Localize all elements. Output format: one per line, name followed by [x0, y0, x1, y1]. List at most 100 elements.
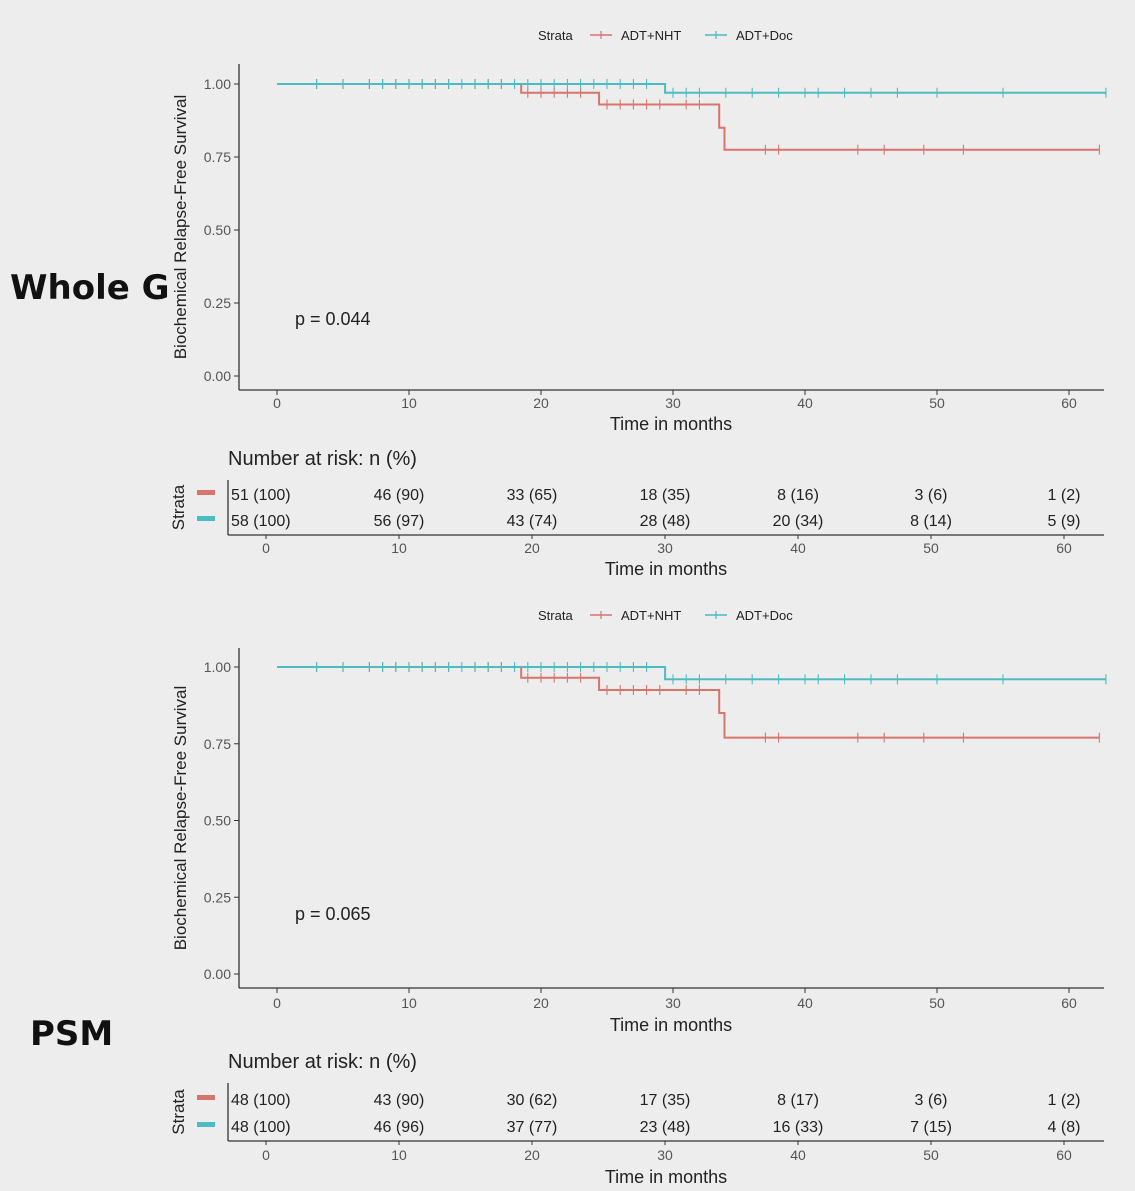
km-curve-adt-nht — [277, 666, 1100, 739]
risk-x-tick-label: 40 — [790, 540, 806, 556]
risk-cell: 1 (2) — [1048, 487, 1081, 504]
legend-item-label: ADT+Doc — [736, 28, 793, 43]
risk-cell: 4 (8) — [1048, 1119, 1081, 1136]
x-tick-label: 40 — [797, 395, 813, 411]
risk-x-tick-label: 20 — [524, 540, 540, 556]
risk-x-axis-label: Time in months — [605, 559, 727, 579]
km-panel-psm: Strata ADT+NHT ADT+Doc 0.00 0.25 0.50 0.75 1.00… — [169, 608, 1107, 1187]
x-tick-label: 30 — [665, 395, 681, 411]
risk-cell: 23 (48) — [640, 1119, 691, 1136]
x-axis-label: Time in months — [610, 1015, 732, 1035]
risk-cell: 46 (96) — [374, 1119, 425, 1136]
x-tick-label: 10 — [401, 995, 417, 1011]
risk-cell: 48 (100) — [231, 1092, 291, 1109]
y-tick-label: 0.75 — [204, 736, 231, 752]
x-tick-label: 0 — [273, 395, 281, 411]
risk-cell: 5 (9) — [1048, 513, 1081, 530]
risk-row-key — [197, 1122, 215, 1127]
risk-row-key — [197, 1095, 215, 1100]
risk-cell: 48 (100) — [231, 1119, 291, 1136]
km-panel-whole: Strata ADT+NHT ADT+Doc 0.00 0.25 0.50 0.75 1.00… — [169, 28, 1107, 579]
p-value: p = 0.065 — [295, 904, 371, 924]
risk-cell: 43 (74) — [507, 513, 558, 530]
y-tick-label: 1.00 — [204, 76, 231, 92]
risk-x-tick-label: 50 — [923, 1147, 939, 1163]
risk-x-tick-label: 60 — [1056, 540, 1072, 556]
legend-item-label: ADT+Doc — [736, 608, 793, 623]
risk-table: Number at risk: n (%) Strata 48 (100) 43 (9… — [169, 1051, 1104, 1187]
legend-title: Strata — [538, 28, 573, 43]
y-tick-label: 0.75 — [204, 149, 231, 165]
risk-cell: 46 (90) — [374, 487, 425, 504]
risk-cell: 43 (90) — [374, 1092, 425, 1109]
risk-cell: 18 (35) — [640, 487, 691, 504]
x-tick-label: 50 — [929, 995, 945, 1011]
risk-x-axis-label: Time in months — [605, 1167, 727, 1187]
risk-x-tick-label: 10 — [391, 540, 407, 556]
risk-cell: 16 (33) — [773, 1119, 824, 1136]
risk-table: Number at risk: n (%) Strata 51 (100) 46 (9… — [169, 448, 1104, 579]
y-axis-label: Biochemical Relapse-Free Survival — [171, 686, 190, 951]
risk-cell: 30 (62) — [507, 1092, 558, 1109]
risk-cell: 58 (100) — [231, 513, 291, 530]
x-tick-label: 20 — [533, 995, 549, 1011]
legend-item-label: ADT+NHT — [621, 608, 681, 623]
risk-cell: 37 (77) — [507, 1119, 558, 1136]
legend-title: Strata — [538, 608, 573, 623]
p-value: p = 0.044 — [295, 309, 371, 329]
risk-cell: 8 (14) — [910, 513, 952, 530]
x-tick-label: 50 — [929, 395, 945, 411]
risk-table-title: Number at risk: n (%) — [228, 1051, 417, 1073]
x-tick-label: 40 — [797, 995, 813, 1011]
x-tick-label: 30 — [665, 995, 681, 1011]
y-tick-label: 0.50 — [204, 813, 231, 829]
risk-cell: 28 (48) — [640, 513, 691, 530]
risk-cell: 17 (35) — [640, 1092, 691, 1109]
legend: Strata ADT+NHT ADT+Doc — [538, 28, 793, 43]
y-tick-label: 0.25 — [204, 295, 231, 311]
risk-x-tick-label: 30 — [657, 540, 673, 556]
risk-x-tick-label: 40 — [790, 1147, 806, 1163]
risk-table-y-label: Strata — [169, 484, 188, 530]
legend-item-label: ADT+NHT — [621, 28, 681, 43]
risk-x-tick-label: 50 — [923, 540, 939, 556]
y-axis-label: Biochemical Relapse-Free Survival — [171, 95, 190, 360]
x-tick-label: 60 — [1061, 395, 1077, 411]
risk-cell: 3 (6) — [915, 1092, 948, 1109]
risk-row-key — [197, 490, 215, 495]
risk-x-tick-label: 20 — [524, 1147, 540, 1163]
y-tick-label: 0.50 — [204, 222, 231, 238]
risk-x-tick-label: 0 — [262, 540, 270, 556]
risk-cell: 1 (2) — [1048, 1092, 1081, 1109]
x-tick-label: 10 — [401, 395, 417, 411]
risk-cell: 51 (100) — [231, 487, 291, 504]
group-label-whole: Whole G — [10, 268, 170, 308]
risk-x-tick-label: 0 — [262, 1147, 270, 1163]
risk-cell: 56 (97) — [374, 513, 425, 530]
risk-cell: 20 (34) — [773, 513, 824, 530]
risk-cell: 8 (16) — [777, 487, 819, 504]
x-tick-label: 0 — [273, 995, 281, 1011]
risk-row-key — [197, 516, 215, 521]
km-curve-adt-nht — [277, 83, 1100, 151]
y-tick-label: 0.25 — [204, 889, 231, 905]
risk-cell: 8 (17) — [777, 1092, 819, 1109]
legend: Strata ADT+NHT ADT+Doc — [538, 608, 793, 623]
risk-cell: 33 (65) — [507, 487, 558, 504]
risk-x-tick-label: 10 — [391, 1147, 407, 1163]
km-curve-adt-doc — [277, 83, 1106, 94]
y-tick-label: 0.00 — [204, 368, 231, 384]
x-tick-label: 20 — [533, 395, 549, 411]
x-axis-label: Time in months — [610, 414, 732, 434]
y-tick-label: 1.00 — [204, 659, 231, 675]
group-label-psm: PSM — [30, 1014, 114, 1054]
risk-table-y-label: Strata — [169, 1089, 188, 1135]
risk-cell: 7 (15) — [910, 1119, 952, 1136]
risk-x-tick-label: 30 — [657, 1147, 673, 1163]
km-curve-adt-doc — [277, 666, 1106, 681]
risk-cell: 3 (6) — [915, 487, 948, 504]
y-tick-label: 0.00 — [204, 966, 231, 982]
x-tick-label: 60 — [1061, 995, 1077, 1011]
risk-x-tick-label: 60 — [1056, 1147, 1072, 1163]
